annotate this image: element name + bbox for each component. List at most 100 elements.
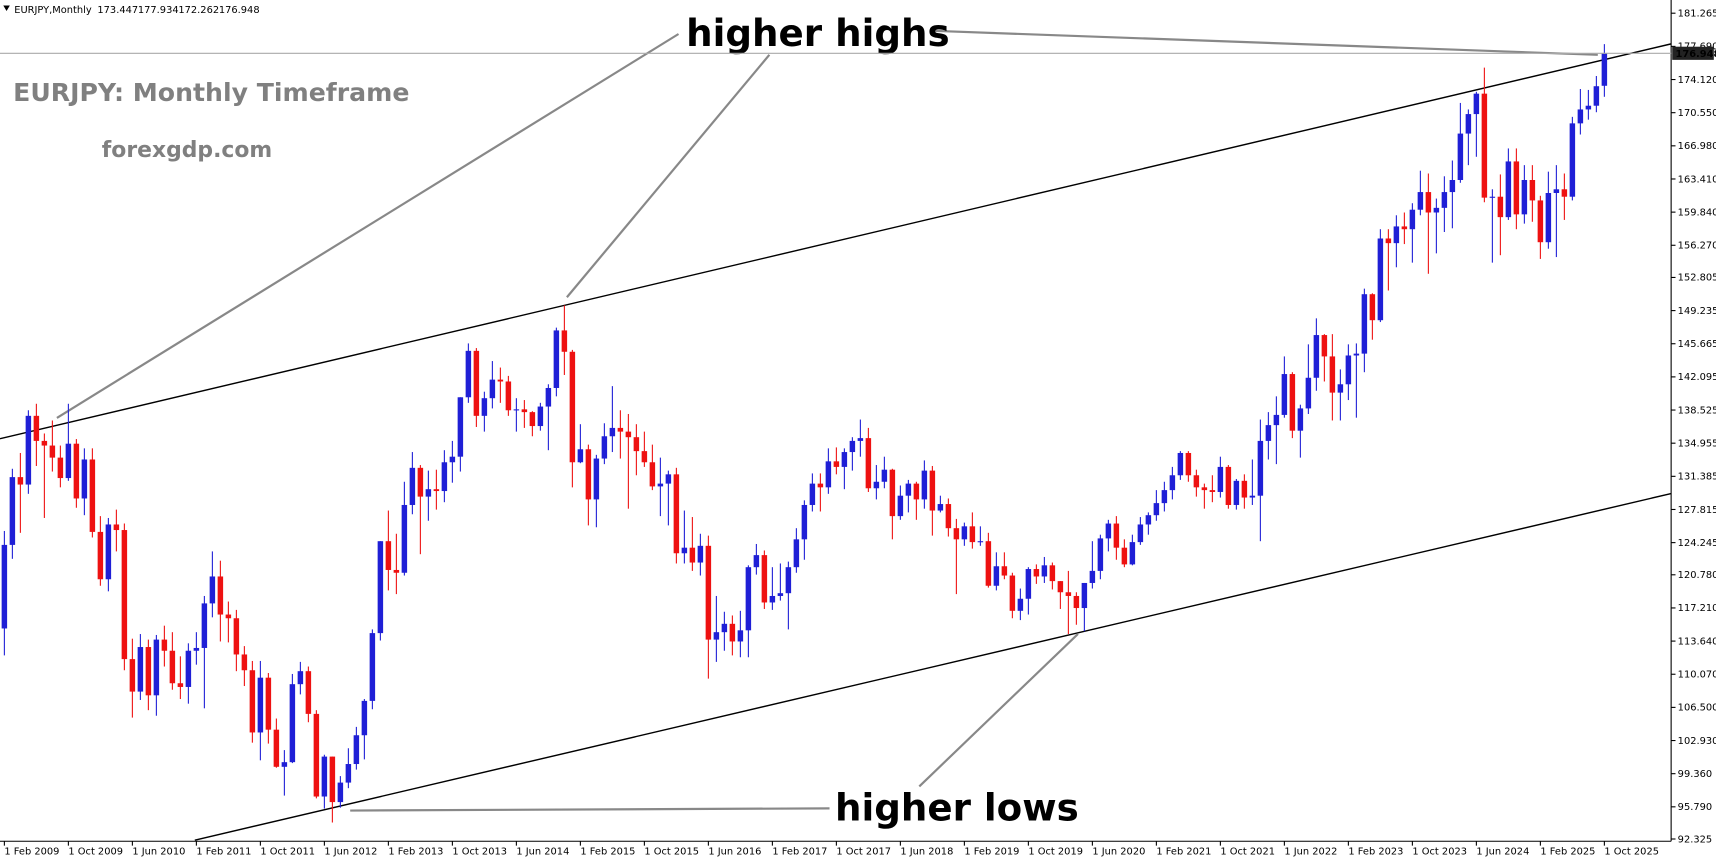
candle-body — [121, 530, 128, 660]
candle-body — [809, 483, 816, 505]
candle-body — [1017, 598, 1024, 611]
candle-body — [881, 469, 888, 482]
candle-body — [793, 539, 800, 568]
candle-body — [697, 545, 704, 563]
candle-body — [361, 700, 368, 736]
candle-body — [1353, 353, 1360, 356]
candle-body — [17, 477, 24, 485]
x-tick-label: 1 Jun 2012 — [324, 846, 377, 857]
y-tick-label: 131.385 — [1678, 472, 1716, 483]
candle-body — [441, 462, 448, 492]
candle-body — [753, 555, 760, 568]
candle-body — [1449, 180, 1456, 193]
y-tick-label: 149.235 — [1678, 306, 1716, 317]
candle-body — [1265, 425, 1272, 441]
annotation: EURJPY: Monthly Timeframe — [13, 78, 409, 107]
candle-body — [1209, 490, 1216, 492]
candle-body — [713, 632, 720, 640]
y-tick-label: 113.640 — [1678, 636, 1716, 647]
candle-body — [1041, 565, 1048, 577]
candle-body — [145, 647, 152, 696]
candle-body — [1313, 335, 1320, 378]
y-tick-label: 92.325 — [1678, 834, 1712, 845]
candle-body — [353, 735, 360, 765]
candle-body — [377, 541, 384, 634]
candle-body — [1393, 226, 1400, 244]
candle-body — [73, 443, 80, 499]
candle-body — [137, 647, 144, 692]
header-triangle — [3, 5, 10, 11]
y-tick-label: 181.265 — [1678, 8, 1716, 19]
candle-body — [1521, 180, 1528, 215]
candle-body — [1009, 575, 1016, 611]
candle-body — [1481, 93, 1488, 198]
candle-body — [209, 576, 216, 604]
y-tick-label: 152.805 — [1678, 273, 1716, 284]
candle-body — [409, 467, 416, 505]
pointer-line — [56, 33, 680, 419]
candle-body — [1177, 452, 1184, 476]
candle-body — [689, 547, 696, 563]
candle-body — [297, 671, 304, 685]
candle-body — [873, 481, 880, 489]
current-price-box — [1672, 46, 1714, 60]
candle-body — [969, 526, 976, 543]
candle-body — [1097, 538, 1104, 571]
candle-body — [201, 603, 208, 648]
candle-body — [129, 659, 136, 692]
annotation: forexgdp.com — [102, 138, 272, 163]
candle-body — [1321, 335, 1328, 357]
candle-body — [1385, 238, 1392, 244]
candle-body — [281, 762, 288, 767]
candle-body — [985, 541, 992, 586]
candle-body — [113, 524, 120, 531]
candle-body — [1057, 581, 1064, 593]
y-tick-label: 120.780 — [1678, 570, 1716, 581]
x-tick-label: 1 Feb 2017 — [772, 846, 827, 857]
lower-trend-line — [194, 492, 1672, 841]
pointer-line — [930, 29, 1598, 56]
candle-body — [481, 398, 488, 416]
candle-body — [1225, 466, 1232, 505]
candle-body — [457, 397, 464, 457]
candle-body — [977, 541, 984, 543]
candle-body — [153, 639, 160, 696]
candle-body — [1001, 566, 1008, 576]
y-tick-label: 110.070 — [1678, 670, 1716, 681]
candle-body — [841, 452, 848, 467]
candle-body — [321, 756, 328, 797]
header-close: 176.948 — [219, 5, 260, 16]
candle-body — [1233, 480, 1240, 505]
header-open: 173.447 — [97, 5, 138, 16]
candle-body — [1065, 592, 1072, 596]
candle-body — [329, 756, 336, 803]
candle-body — [657, 483, 664, 487]
candle-body — [393, 569, 400, 573]
candle-body — [953, 528, 960, 540]
candle-body — [1161, 490, 1168, 504]
candle-body — [489, 379, 496, 399]
candle-body — [1417, 192, 1424, 210]
candle-body — [369, 633, 376, 701]
candle-body — [1577, 109, 1584, 124]
candle-body — [889, 469, 896, 517]
candle-body — [473, 350, 480, 416]
annotation: higher lows — [835, 785, 1079, 829]
candle-body — [169, 650, 176, 684]
candle-body — [1505, 161, 1512, 218]
candle-body — [313, 713, 320, 797]
candle-body — [1249, 495, 1256, 498]
candle-body — [641, 451, 648, 463]
candle-body — [1441, 192, 1448, 208]
y-tick-label: 163.410 — [1678, 174, 1716, 185]
candle-body — [1257, 440, 1264, 496]
candle-body — [1345, 355, 1352, 385]
candle-body — [33, 415, 40, 441]
candle-body — [1529, 180, 1536, 201]
candle-body — [505, 381, 512, 411]
x-tick-label: 1 Oct 2009 — [68, 846, 123, 857]
candle-body — [1369, 294, 1376, 321]
candle-body — [1401, 226, 1408, 230]
candle-body — [1513, 161, 1520, 215]
